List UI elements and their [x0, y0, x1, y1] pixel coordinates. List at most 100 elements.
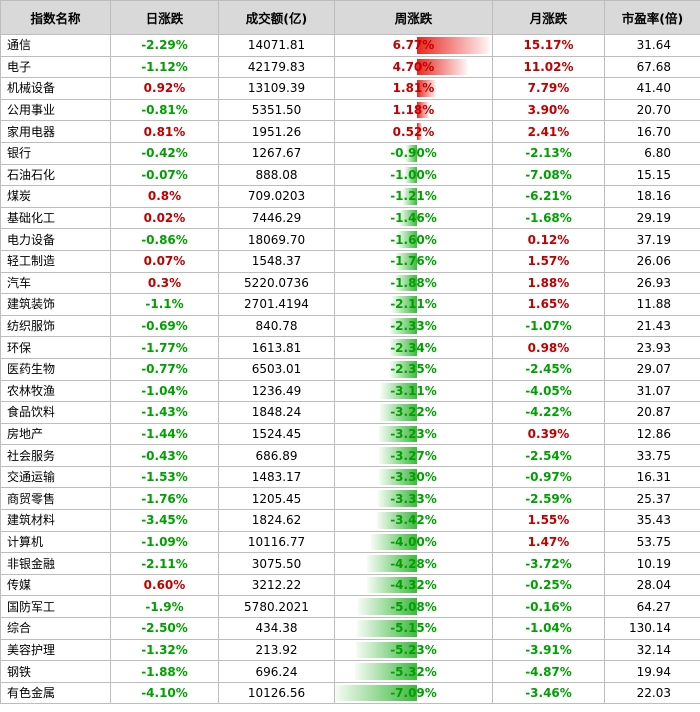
weekly-change-value: -4.32% [390, 578, 437, 593]
weekly-change-bar [406, 144, 417, 162]
weekly-change-cell: -1.76% [334, 249, 493, 273]
table-row: 有色金属 -4.10% 10126.56 -7.09% -3.46% 22.03 [0, 681, 700, 705]
index-name-cell: 银行 [0, 141, 111, 165]
weekly-change-cell: 0.52% [334, 120, 493, 143]
weekly-change-bar [379, 425, 417, 443]
weekly-change-cell: -0.90% [334, 141, 493, 165]
weekly-change-cell: -1.21% [334, 185, 493, 208]
weekly-change-cell: -3.33% [334, 487, 493, 511]
daily-change-cell: -1.44% [110, 422, 219, 446]
weekly-change-value: -5.15% [390, 621, 437, 636]
index-name-cell: 机械设备 [0, 77, 111, 100]
index-name-cell: 通信 [0, 34, 111, 57]
daily-change-cell: -4.10% [110, 681, 219, 705]
turnover-cell: 5780.2021 [218, 595, 335, 619]
weekly-change-cell: 4.70% [334, 55, 493, 79]
monthly-change-cell: -1.04% [492, 617, 605, 640]
table-row: 银行 -0.42% 1267.67 -0.90% -2.13% 6.80 [0, 141, 700, 165]
pe-ratio-cell: 20.70 [604, 98, 700, 122]
weekly-change-bar [355, 663, 417, 680]
table-row: 建筑装饰 -1.1% 2701.4194 -2.11% 1.65% 11.88 [0, 293, 700, 316]
table-row: 社会服务 -0.43% 686.89 -3.27% -2.54% 33.75 [0, 444, 700, 467]
turnover-cell: 213.92 [218, 638, 335, 662]
daily-change-cell: -0.77% [110, 357, 219, 381]
monthly-change-cell: 3.90% [492, 98, 605, 122]
monthly-change-cell: 1.65% [492, 293, 605, 316]
pe-ratio-cell: 15.15 [604, 163, 700, 187]
turnover-cell: 10116.77 [218, 530, 335, 554]
monthly-change-cell: -2.54% [492, 444, 605, 467]
weekly-change-bar [402, 188, 417, 205]
daily-change-cell: -1.77% [110, 336, 219, 359]
weekly-change-cell: -3.42% [334, 509, 493, 532]
table-header: 指数名称 日涨跌 成交额(亿) 周涨跌 月涨跌 市盈率(倍) [0, 0, 700, 35]
table-row: 环保 -1.77% 1613.81 -2.34% 0.98% 23.93 [0, 336, 700, 359]
index-name-cell: 计算机 [0, 530, 111, 554]
weekly-change-bar [378, 490, 417, 508]
weekly-change-bar [416, 58, 467, 76]
daily-change-cell: -2.11% [110, 552, 219, 575]
pe-ratio-cell: 16.31 [604, 465, 700, 489]
weekly-change-value: -5.23% [390, 642, 437, 657]
weekly-change-bar [416, 123, 423, 140]
turnover-cell: 14071.81 [218, 34, 335, 57]
table-row: 通信 -2.29% 14071.81 6.77% 15.17% 31.64 [0, 34, 700, 57]
index-name-cell: 公用事业 [0, 98, 111, 122]
index-name-cell: 建筑装饰 [0, 293, 111, 316]
header-row: 指数名称 日涨跌 成交额(亿) 周涨跌 月涨跌 市盈率(倍) [0, 0, 700, 35]
monthly-change-cell: -2.13% [492, 141, 605, 165]
turnover-cell: 3212.22 [218, 573, 335, 597]
monthly-change-cell: 0.98% [492, 336, 605, 359]
weekly-change-value: -3.30% [390, 470, 437, 485]
table-row: 食品饮料 -1.43% 1848.24 -3.22% -4.22% 20.87 [0, 401, 700, 424]
weekly-change-bar [399, 209, 417, 227]
monthly-change-cell: -4.05% [492, 379, 605, 403]
turnover-cell: 5220.0736 [218, 271, 335, 295]
turnover-cell: 18069.70 [218, 228, 335, 251]
weekly-change-cell: -5.32% [334, 660, 493, 683]
table-row: 电子 -1.12% 42179.83 4.70% 11.02% 67.68 [0, 55, 700, 79]
weekly-change-cell: -5.08% [334, 595, 493, 619]
daily-change-cell: -1.43% [110, 401, 219, 424]
pe-ratio-cell: 33.75 [604, 444, 700, 467]
table-row: 轻工制造 0.07% 1548.37 -1.76% 1.57% 26.06 [0, 249, 700, 273]
pe-ratio-cell: 29.19 [604, 206, 700, 230]
header-index-name: 指数名称 [0, 0, 111, 35]
weekly-change-value: -4.28% [390, 556, 437, 571]
daily-change-cell: -2.50% [110, 617, 219, 640]
table-row: 房地产 -1.44% 1524.45 -3.23% 0.39% 12.86 [0, 422, 700, 446]
pe-ratio-cell: 10.19 [604, 552, 700, 575]
weekly-change-value: -5.32% [390, 664, 437, 679]
turnover-cell: 696.24 [218, 660, 335, 683]
weekly-change-value: 0.52% [392, 124, 435, 139]
monthly-change-cell: -2.59% [492, 487, 605, 511]
daily-change-cell: -1.12% [110, 55, 219, 79]
monthly-change-cell: -3.46% [492, 681, 605, 705]
table-row: 计算机 -1.09% 10116.77 -4.00% 1.47% 53.75 [0, 530, 700, 554]
weekly-change-bar [389, 339, 417, 356]
weekly-change-value: -2.33% [390, 319, 437, 334]
turnover-cell: 709.0203 [218, 185, 335, 208]
monthly-change-cell: -3.72% [492, 552, 605, 575]
weekly-change-cell: -3.23% [334, 422, 493, 446]
weekly-change-value: -1.46% [390, 211, 437, 226]
weekly-change-bar [377, 512, 417, 529]
weekly-change-value: -2.34% [390, 340, 437, 355]
turnover-cell: 1824.62 [218, 509, 335, 532]
weekly-change-bar [370, 533, 417, 551]
header-monthly-change: 月涨跌 [492, 0, 605, 35]
weekly-change-bar [378, 468, 417, 486]
weekly-change-bar [366, 576, 417, 594]
turnover-cell: 3075.50 [218, 552, 335, 575]
pe-ratio-cell: 20.87 [604, 401, 700, 424]
pe-ratio-cell: 16.70 [604, 120, 700, 143]
index-name-cell: 国防军工 [0, 595, 111, 619]
weekly-change-cell: -5.23% [334, 638, 493, 662]
pe-ratio-cell: 35.43 [604, 509, 700, 532]
weekly-change-value: -1.21% [390, 189, 437, 204]
weekly-change-value: 4.70% [392, 59, 435, 74]
turnover-cell: 1613.81 [218, 336, 335, 359]
monthly-change-cell: 15.17% [492, 34, 605, 57]
table-row: 交通运输 -1.53% 1483.17 -3.30% -0.97% 16.31 [0, 465, 700, 489]
